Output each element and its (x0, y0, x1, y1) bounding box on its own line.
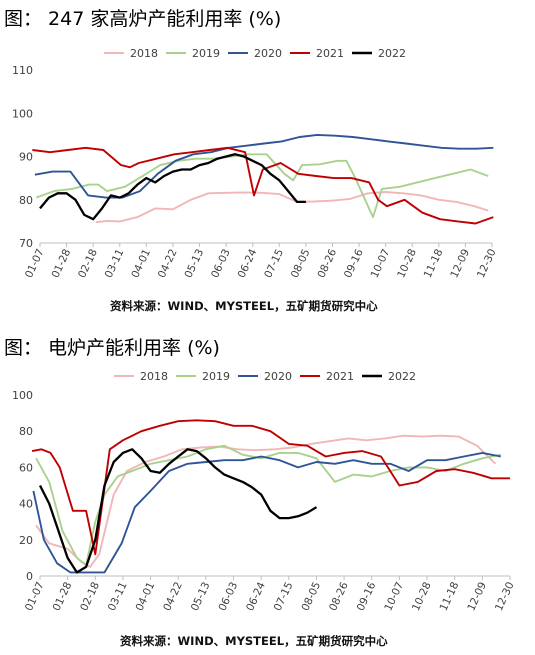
series-line-2021 (32, 146, 494, 225)
x-tick-label: 08-26 (327, 580, 351, 613)
x-tick-label: 06-24 (244, 580, 268, 613)
figure-2-source: 资料来源：WIND、MYSTEEL，五矿期货研究中心 (120, 634, 388, 648)
x-tick-label: 05-13 (189, 580, 213, 613)
legend-item-2021: 2021 (290, 47, 344, 60)
y-tick-label: 100 (12, 107, 33, 120)
x-tick-label: 04-01 (134, 580, 158, 613)
figure-1-source: 资料来源：WIND、MYSTEEL，五矿期货研究中心 (110, 299, 378, 313)
x-tick-label: 04-22 (156, 247, 180, 280)
legend-item-2019: 2019 (176, 370, 230, 383)
legend-item-2018: 2018 (114, 370, 168, 383)
x-tick-label: 09-16 (342, 247, 366, 280)
x-tick-label: 12-09 (448, 247, 472, 280)
x-tick-label: 01-07 (23, 247, 47, 280)
x-tick-label: 10-28 (395, 247, 419, 280)
series-line-2022 (38, 448, 318, 574)
x-tick-label: 01-28 (50, 247, 74, 280)
x-tick-label: 07-15 (262, 247, 286, 280)
x-tick-label: 11-18 (438, 580, 462, 613)
x-tick-label: 10-28 (410, 580, 434, 613)
legend-item-2021: 2021 (300, 370, 354, 383)
y-tick-label: 90 (19, 151, 33, 164)
y-tick-label: 70 (19, 237, 33, 250)
x-tick-label: 03-11 (106, 580, 130, 613)
y-tick-label: 80 (19, 425, 33, 438)
legend-item-2019: 2019 (166, 47, 220, 60)
x-tick-label: 12-30 (475, 247, 499, 280)
electric-furnace-utilization-chart: 2018 2019 2020 2021 2022 0 20 40 60 80 100 01-07 01-… (12, 370, 517, 613)
y-tick-label: 0 (26, 570, 33, 583)
legend-label: 2018 (140, 370, 168, 383)
legend-label: 2020 (264, 370, 292, 383)
legend-label: 2019 (192, 47, 220, 60)
x-tick-label: 02-18 (76, 247, 100, 280)
legend-item-2022: 2022 (352, 47, 406, 60)
x-tick-label: 03-11 (103, 247, 127, 280)
blast-furnace-utilization-chart: 2018 2019 2020 2021 2022 70 80 90 100 110 01-07 01-… (12, 47, 499, 280)
x-tick-label: 08-05 (299, 580, 323, 613)
legend-label: 2021 (326, 370, 354, 383)
x-tick-label: 07-15 (272, 580, 296, 613)
x-tick-label: 12-09 (465, 580, 489, 613)
legend-item-2020: 2020 (228, 47, 282, 60)
x-tick-label: 04-01 (129, 247, 153, 280)
legend-label: 2021 (316, 47, 344, 60)
x-tick-label: 12-30 (493, 580, 517, 613)
x-tick-label: 10-07 (369, 247, 393, 280)
figure-2-title: 图： 电炉产能利用率 (%) (4, 337, 220, 359)
x-tick-label: 06-03 (216, 580, 240, 613)
legend-label: 2022 (388, 370, 416, 383)
x-tick-label: 05-13 (182, 247, 206, 280)
series-line-2020 (34, 133, 494, 199)
y-tick-label: 60 (19, 461, 33, 474)
series-line-2021 (31, 419, 510, 556)
x-tick-label: 04-22 (161, 580, 185, 613)
x-tick-label: 06-24 (236, 247, 260, 280)
legend-item-2018: 2018 (104, 47, 158, 60)
legend-item-2020: 2020 (238, 370, 292, 383)
figure-1-title: 图： 247 家高炉产能利用率 (%) (4, 8, 282, 30)
x-tick-label: 09-16 (355, 580, 379, 613)
x-tick-label: 02-18 (78, 580, 102, 613)
x-tick-label: 08-26 (315, 247, 339, 280)
series-line-2022 (39, 153, 306, 221)
x-tick-label: 10-07 (382, 580, 406, 613)
y-tick-label: 80 (19, 194, 33, 207)
x-tick-label: 11-18 (422, 247, 446, 280)
series-line-2018 (95, 191, 489, 224)
series-line-2019 (35, 153, 489, 219)
x-tick-label: 08-05 (289, 247, 313, 280)
y-tick-label: 20 (19, 534, 33, 547)
series-line-2018 (35, 434, 497, 568)
legend-label: 2022 (378, 47, 406, 60)
legend-item-2022: 2022 (362, 370, 416, 383)
y-tick-label: 40 (19, 498, 33, 511)
legend-label: 2020 (254, 47, 282, 60)
y-tick-label: 100 (12, 389, 33, 402)
legend-label: 2018 (130, 47, 158, 60)
legend-label: 2019 (202, 370, 230, 383)
x-tick-label: 01-07 (23, 580, 47, 613)
y-tick-label: 110 (12, 64, 33, 77)
x-tick-label: 01-28 (51, 580, 75, 613)
series-line-2020 (32, 451, 501, 574)
x-tick-label: 06-03 (209, 247, 233, 280)
